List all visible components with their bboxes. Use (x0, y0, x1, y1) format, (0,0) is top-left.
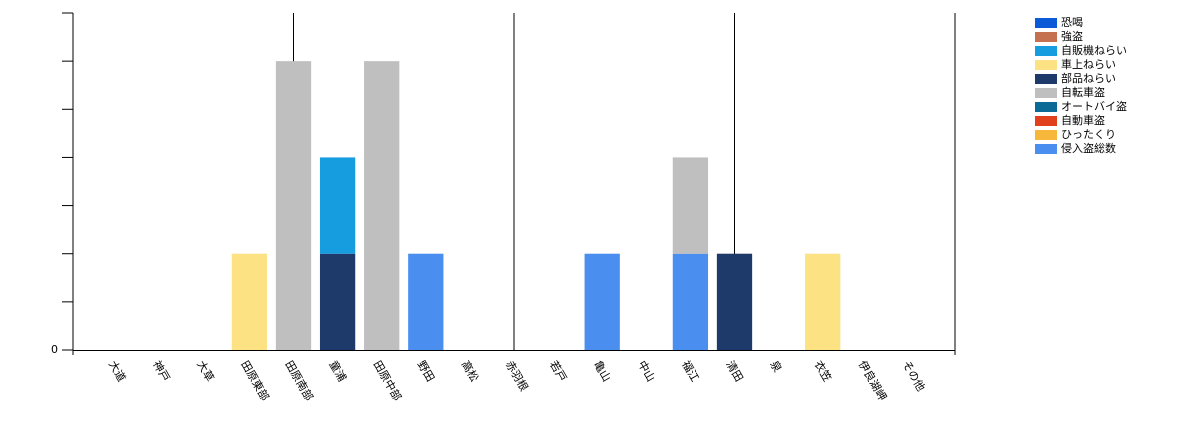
bar-segment (584, 253, 620, 350)
legend-swatch (1035, 144, 1057, 154)
x-tick-label: 童浦 (326, 358, 349, 384)
legend-swatch (1035, 60, 1057, 70)
y-tick-label: 0 (51, 343, 58, 356)
legend-label: 自転車盗 (1061, 85, 1105, 99)
legend-swatch (1035, 102, 1057, 112)
legend-swatch (1035, 32, 1057, 42)
x-tick-label: 衣笠 (812, 358, 835, 384)
x-tick-label: その他 (900, 359, 928, 394)
x-tick-label: 田原中部 (371, 358, 405, 403)
x-tick-label: 伊良湖岬 (856, 358, 890, 403)
bar-segment (319, 157, 356, 254)
legend-label: 恐喝 (1061, 16, 1083, 29)
x-tick-label: 田原東部 (238, 358, 272, 403)
legend-label: 車上ねらい (1061, 57, 1116, 71)
legend-swatch (1035, 74, 1057, 84)
x-tick-label: 大道 (106, 358, 129, 384)
bar-segment (672, 157, 709, 254)
legend-label: 自販機ねらい (1061, 43, 1127, 57)
bar-segment (231, 253, 268, 350)
legend-label: 部品ねらい (1061, 71, 1116, 85)
x-tick-label: 神戸 (150, 358, 173, 384)
x-tick-label: 清田 (723, 359, 745, 385)
legend-label: 自動車盗 (1061, 113, 1105, 127)
x-tick-label: 高松 (459, 358, 482, 384)
bar-segment (805, 253, 841, 350)
legend-swatch (1035, 116, 1057, 126)
bar-segment (408, 253, 444, 350)
x-tick-label: 亀山 (591, 358, 614, 384)
legend-label: オートバイ盗 (1061, 100, 1127, 113)
legend-swatch (1035, 18, 1057, 28)
x-tick-label: 大草 (194, 358, 217, 384)
bar-segment (672, 253, 709, 350)
bar-segment (716, 253, 753, 350)
legend-label: ひったくり (1061, 128, 1116, 141)
x-tick-label: 中山 (635, 359, 657, 385)
legend-label: 強盗 (1061, 30, 1083, 43)
bar-segment (275, 61, 312, 351)
legend-swatch (1035, 88, 1057, 98)
x-tick-label: 泉 (767, 358, 785, 375)
x-tick-label: 福江 (679, 358, 702, 384)
bar-segment (319, 253, 356, 350)
legend-swatch (1035, 46, 1057, 56)
legend-swatch (1035, 130, 1057, 140)
bar-segment (364, 61, 400, 351)
x-tick-label: 赤羽根 (503, 358, 532, 394)
legend-label: 侵入盗総数 (1061, 141, 1116, 155)
x-tick-label: 野田 (415, 359, 437, 385)
x-tick-label: 若戸 (547, 359, 569, 385)
x-tick-label: 田原南部 (282, 358, 316, 403)
